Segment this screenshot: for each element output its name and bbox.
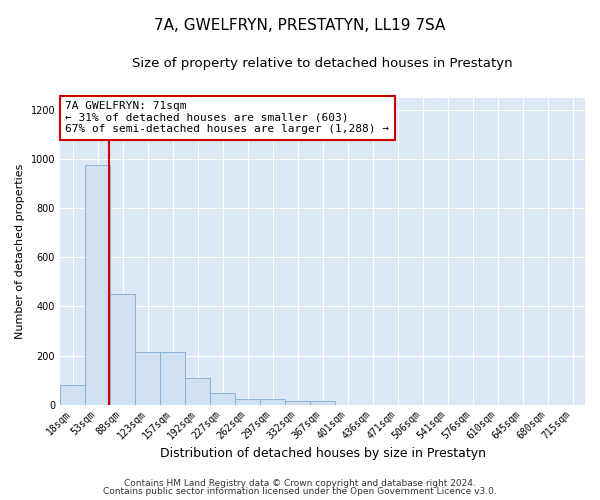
Bar [260, 399, 285, 404]
Text: Contains public sector information licensed under the Open Government Licence v3: Contains public sector information licen… [103, 487, 497, 496]
Bar [110, 294, 135, 405]
Text: 7A GWELFRYN: 71sqm
← 31% of detached houses are smaller (603)
67% of semi-detach: 7A GWELFRYN: 71sqm ← 31% of detached hou… [65, 101, 389, 134]
Bar [160, 352, 185, 405]
X-axis label: Distribution of detached houses by size in Prestatyn: Distribution of detached houses by size … [160, 447, 485, 460]
Bar [210, 393, 235, 404]
Bar [185, 378, 210, 404]
Bar [60, 385, 85, 404]
Bar [285, 401, 310, 404]
Bar [135, 352, 160, 405]
Text: 7A, GWELFRYN, PRESTATYN, LL19 7SA: 7A, GWELFRYN, PRESTATYN, LL19 7SA [154, 18, 446, 32]
Bar [235, 399, 260, 404]
Text: Contains HM Land Registry data © Crown copyright and database right 2024.: Contains HM Land Registry data © Crown c… [124, 478, 476, 488]
Y-axis label: Number of detached properties: Number of detached properties [15, 164, 25, 339]
Bar [85, 166, 110, 404]
Title: Size of property relative to detached houses in Prestatyn: Size of property relative to detached ho… [132, 58, 513, 70]
Bar [310, 401, 335, 404]
